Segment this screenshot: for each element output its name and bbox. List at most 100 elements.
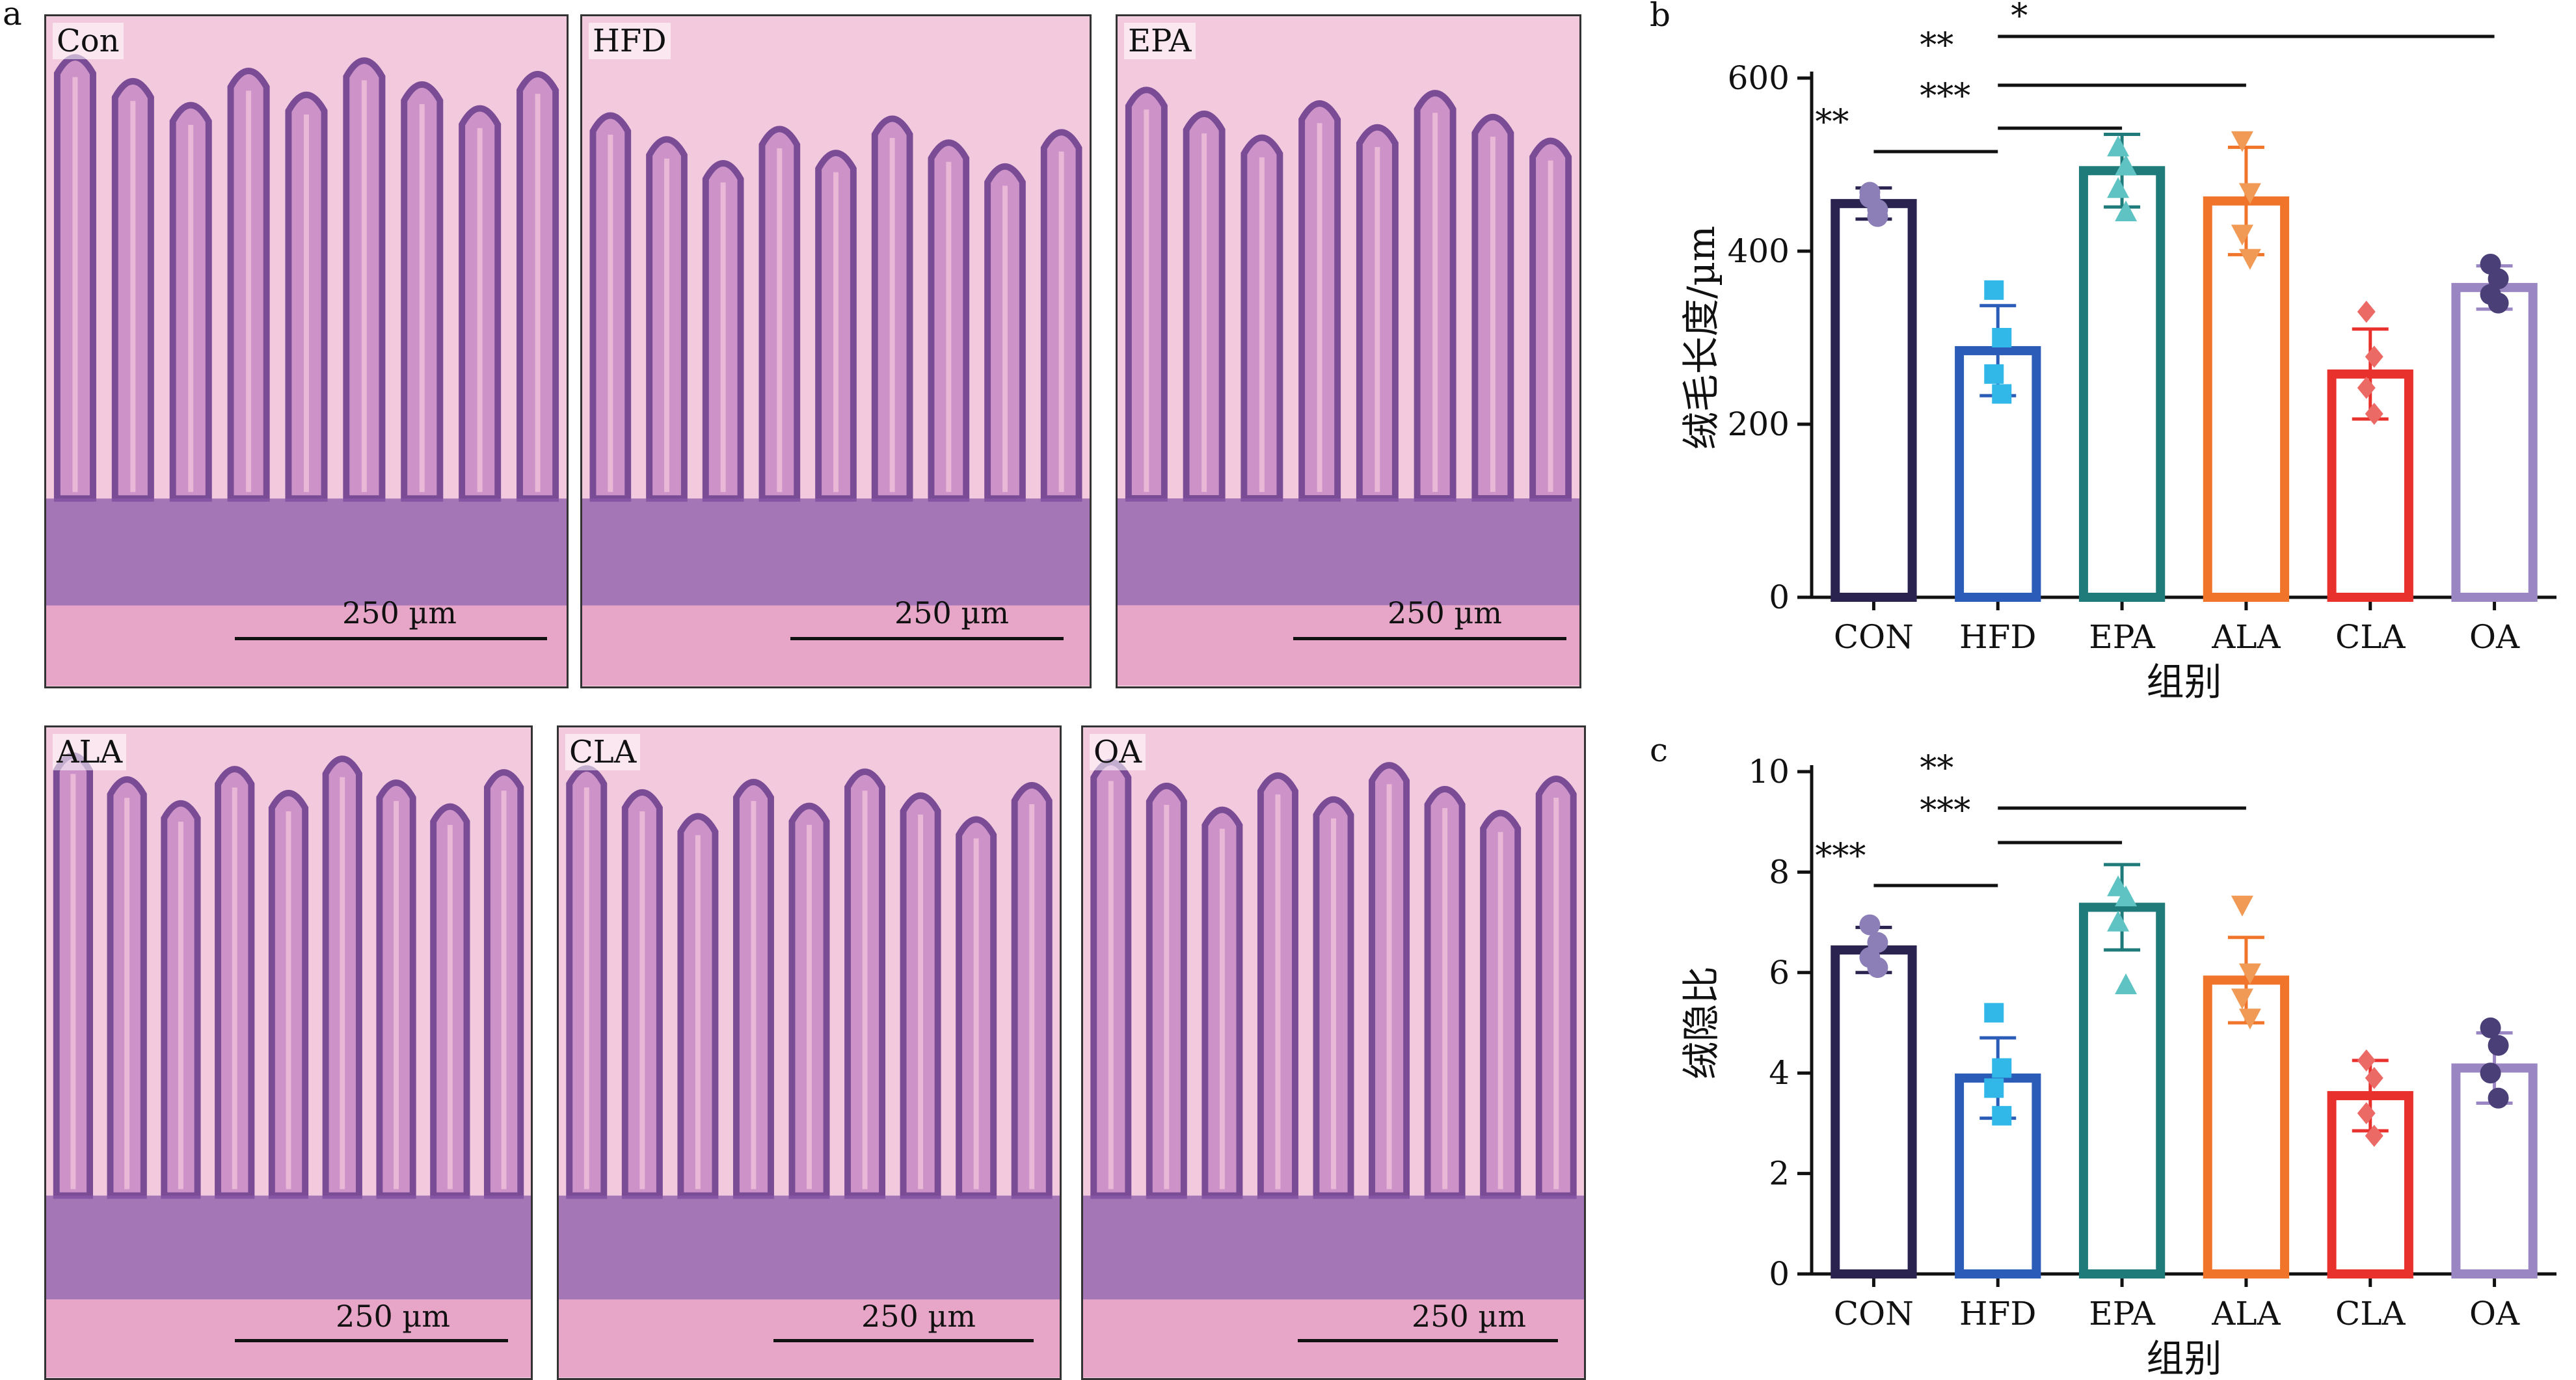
y-tick-label: 600 [1728,59,1790,97]
significance-label: * [2011,0,2028,36]
scale-bar-label: 250 µm [342,595,457,630]
data-point [2480,1062,2501,1084]
y-axis-title: 绒隐比 [1679,966,1723,1079]
data-point [1859,187,1881,208]
bar [1831,198,1917,602]
micrograph-ala: ALA 250 µm [44,725,533,1380]
x-tick-label: EPA [2089,618,2156,656]
scale-bar-label: 250 µm [1412,1299,1526,1334]
muscularis-layer [559,1299,1060,1378]
data-point [2107,177,2130,198]
y-tick-label: 2 [1769,1155,1790,1193]
data-point [2107,910,2130,932]
x-tick-label: OA [2469,1295,2520,1333]
chart-villus-length: 0 200 400 600 CON HFD EPA ALA CLA OA ** *** ** * 组别 绒毛长… [1652,0,2569,704]
micrograph-epa: EPA 250 µm [1116,14,1581,688]
data-point [2238,183,2261,204]
data-point [1984,1003,2004,1023]
data-point [2488,1087,2509,1109]
data-point [2115,200,2138,222]
scale-bar [235,637,547,640]
data-point [1992,328,2012,347]
micrograph-cla: CLA 250 µm [557,725,1062,1380]
data-point [2231,988,2253,1010]
data-point [2357,301,2376,323]
scale-bar [235,1339,508,1342]
scale-bar [1298,1339,1558,1342]
data-point [1984,364,2004,384]
data-point [2107,135,2130,157]
data-point [2365,345,2383,368]
data-point [2357,1049,2376,1072]
data-point [1992,1105,2012,1126]
data-point [2365,1124,2383,1147]
y-tick-label: 200 [1728,405,1790,443]
scale-bar [1293,637,1566,640]
tissue-texture [582,16,1090,686]
micrograph-label: Con [53,23,124,59]
data-point [2488,1035,2509,1056]
data-point [2365,1066,2383,1089]
x-tick-label: HFD [1959,1295,2036,1333]
x-tick-label: CON [1834,618,1914,656]
micrograph-label: EPA [1124,23,1196,59]
bar [2203,975,2290,1279]
y-tick-label: 400 [1728,232,1790,270]
data-point [2488,268,2509,290]
data-point [1867,957,1888,979]
data-point [2115,154,2138,176]
panel-letter-a: a [3,0,22,33]
crypt-layer [1083,1195,1584,1300]
crypt-layer [46,1195,531,1300]
micrograph-label: OA [1090,734,1146,770]
data-point [2238,1008,2261,1030]
data-point [1984,1078,2004,1098]
scale-bar [790,637,1064,640]
panel-letter-b: b [1650,0,1671,34]
crypt-layer [1118,498,1579,606]
data-point [2357,377,2376,399]
muscularis-layer [1118,605,1579,686]
data-point [1984,280,2004,300]
data-point [2238,963,2261,984]
tissue-texture [46,16,567,686]
data-point [2357,1102,2376,1124]
micrograph-label: HFD [589,23,671,59]
muscularis-layer [582,605,1090,686]
significance-label: *** [1920,77,1970,116]
bar [2451,282,2538,602]
muscularis-layer [46,1299,531,1377]
scale-bar-label: 250 µm [336,1299,450,1334]
chart-villus-crypt-ratio: 0 2 4 6 8 10 CON HFD EPA ALA CLA OA *** *** ** 组别 绒隐比 [1652,748,2569,1380]
bar [2078,902,2166,1279]
panel-letter-c: c [1650,731,1669,769]
data-point [2231,131,2253,152]
data-point [2231,895,2253,917]
micrograph-label: CLA [565,734,641,770]
tissue-texture [1118,17,1579,686]
micrograph-hfd: HFD 250 µm [580,14,1092,688]
data-point [1867,206,1888,227]
scale-bar-label: 250 µm [894,595,1009,630]
significance-label: *** [1920,791,1970,830]
x-tick-label: ALA [2211,618,2281,656]
scale-bar-label: 250 µm [861,1299,976,1334]
x-tick-label: CON [1834,1295,1914,1333]
crypt-layer [46,498,567,606]
bar [2078,166,2166,602]
x-axis-title: 组别 [2146,1336,2221,1380]
y-tick-label: 10 [1748,753,1790,791]
data-point [2488,292,2509,314]
x-tick-label: OA [2469,618,2520,656]
x-tick-label: CLA [2335,618,2406,656]
x-tick-label: CLA [2335,1295,2406,1333]
tissue-texture [559,727,1060,1378]
y-tick-label: 0 [1769,578,1790,616]
muscularis-layer [1083,1299,1584,1378]
data-point [1859,914,1881,936]
data-point [2115,886,2138,906]
y-axis-title: 绒毛长度/µm [1679,226,1723,450]
data-point [1992,1058,2012,1078]
